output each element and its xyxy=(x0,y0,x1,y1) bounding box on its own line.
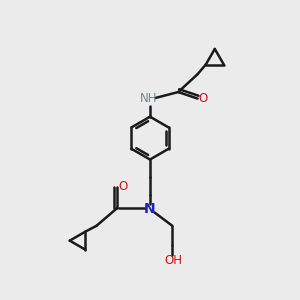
Text: O: O xyxy=(118,180,128,193)
Text: NH: NH xyxy=(140,92,157,105)
Text: N: N xyxy=(144,202,156,216)
Text: OH: OH xyxy=(165,254,183,267)
Text: O: O xyxy=(198,92,208,105)
